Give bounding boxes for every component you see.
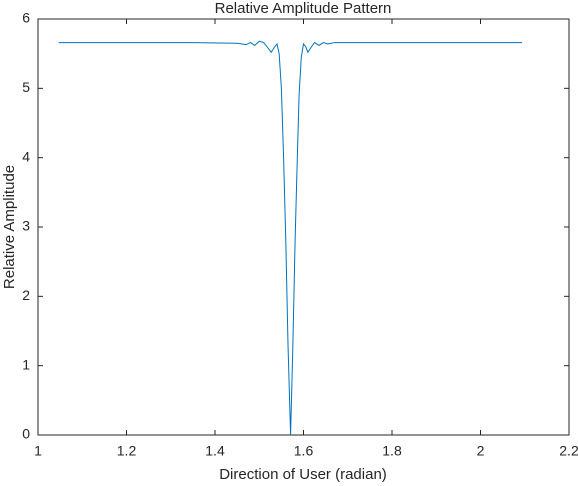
y-tick-label: 3 bbox=[22, 218, 30, 234]
x-tick-label: 1.6 bbox=[294, 443, 314, 459]
chart-title: Relative Amplitude Pattern bbox=[215, 0, 392, 17]
x-axis-label: Direction of User (radian) bbox=[219, 466, 387, 483]
x-tick-label: 1.8 bbox=[382, 443, 402, 459]
x-tick-label: 2.2 bbox=[559, 443, 578, 459]
x-tick-label: 1 bbox=[34, 443, 42, 459]
y-axis-label: Relative Amplitude bbox=[1, 165, 18, 289]
y-tick-label: 2 bbox=[22, 287, 30, 303]
y-tick-label: 6 bbox=[22, 10, 30, 26]
y-tick-label: 4 bbox=[22, 148, 30, 164]
y-tick-label: 5 bbox=[22, 79, 30, 95]
y-tick-label: 1 bbox=[22, 356, 30, 372]
x-tick-label: 1.2 bbox=[117, 443, 137, 459]
x-tick-label: 1.4 bbox=[205, 443, 225, 459]
y-tick-label: 0 bbox=[22, 426, 30, 442]
x-tick-label: 2 bbox=[477, 443, 485, 459]
data-line bbox=[58, 40, 523, 436]
